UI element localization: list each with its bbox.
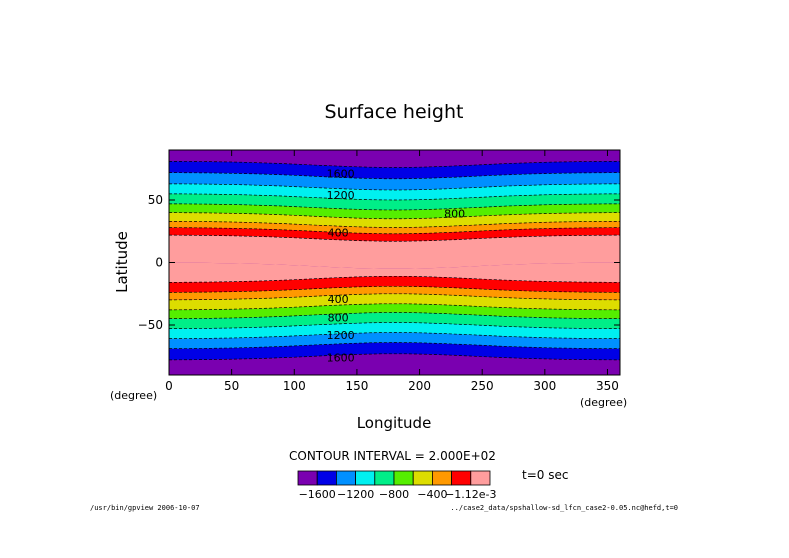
band-south-7 [169,286,620,300]
x-axis-unit: (degree) [580,396,627,409]
x-tick-label: 350 [596,379,619,393]
colorbar-label: −1.12e-3 [445,488,496,501]
contour-line [168,303,621,311]
colorbar [297,470,491,486]
contour-line [169,342,620,349]
colorbar-swatch [431,470,452,486]
colorbar-label: −1600 [299,488,336,501]
contour-line [168,293,621,301]
contour-label: 1600 [327,352,355,365]
colorbar-swatch [355,470,376,486]
x-tick-label: 300 [533,379,556,393]
contour-lines [168,161,621,361]
colorbar-swatch [412,470,433,486]
band-south-9 [169,262,620,283]
contour-label: 1200 [327,189,355,202]
contour-label: 400 [328,293,349,306]
y-tick-label: 50 [148,193,163,207]
contour-line [169,161,620,168]
x-tick-label: 100 [283,379,306,393]
y-tick-label: 0 [155,256,163,270]
y-tick-label: −50 [138,318,163,332]
x-tick-label: 0 [165,379,173,393]
colorbar-swatch [335,470,356,486]
time-text: t=0 sec [522,468,568,482]
contour-bands [169,150,620,375]
contour-line [168,212,621,220]
colorbar-swatch [470,470,491,486]
contour-interval-text: CONTOUR INTERVAL = 2.000E+02 [289,449,496,463]
band-north-6 [169,212,620,228]
x-tick-label: 250 [471,379,494,393]
contour-label: 800 [444,207,465,220]
contour-line [168,353,621,361]
colorbar-label: −800 [379,488,409,501]
band-north-8 [169,227,620,242]
y-axis-unit: (degree) [110,389,157,402]
y-axis-label: Latitude [113,231,131,293]
contour-label: 1600 [327,168,355,181]
contour-line [169,193,620,201]
x-tick-label: 150 [345,379,368,393]
x-tick-label: 50 [224,379,239,393]
contour-label: 1200 [327,329,355,342]
colorbar-label: −400 [417,488,447,501]
colorbar-label: −1200 [337,488,374,501]
y-axis: 50 0 −50 [138,193,620,332]
contour-labels: 1600 1200 800 400 400 800 1200 1600 [327,168,466,365]
colorbar-swatch [374,470,395,486]
x-axis: 0 50 100 150 200 250 300 350 [165,150,619,393]
contour-line [169,221,620,228]
colorbar-swatch [297,470,318,486]
colorbar-swatch [451,470,472,486]
contour-line [169,312,620,319]
contour-line [169,183,620,191]
contour-line [168,227,621,235]
footer-right: ../case2_data/spshallow-sd_lfcn_case2-0.… [450,504,678,512]
contour-line [169,322,620,329]
contour-line [169,332,620,339]
colorbar-swatch [393,470,414,486]
contour-line [168,275,621,283]
contour-line [168,285,621,293]
contour-line [169,203,620,211]
contour-line [168,172,621,180]
x-tick-label: 200 [408,379,431,393]
contour-label: 800 [328,312,349,325]
footer-left: /usr/bin/gpview 2006-10-07 [90,504,200,512]
colorbar-swatch [316,470,337,486]
colorbar-labels: −1600 −1200 −800 −400−1.12e-3 [299,488,497,501]
band-north-9 [169,235,620,269]
contour-label: 400 [328,226,349,239]
contour-line [168,234,621,242]
band-north-5 [169,203,620,219]
chart-title: Surface height [325,101,464,123]
band-south-5 [169,303,620,319]
x-axis-label: Longitude [357,414,432,432]
